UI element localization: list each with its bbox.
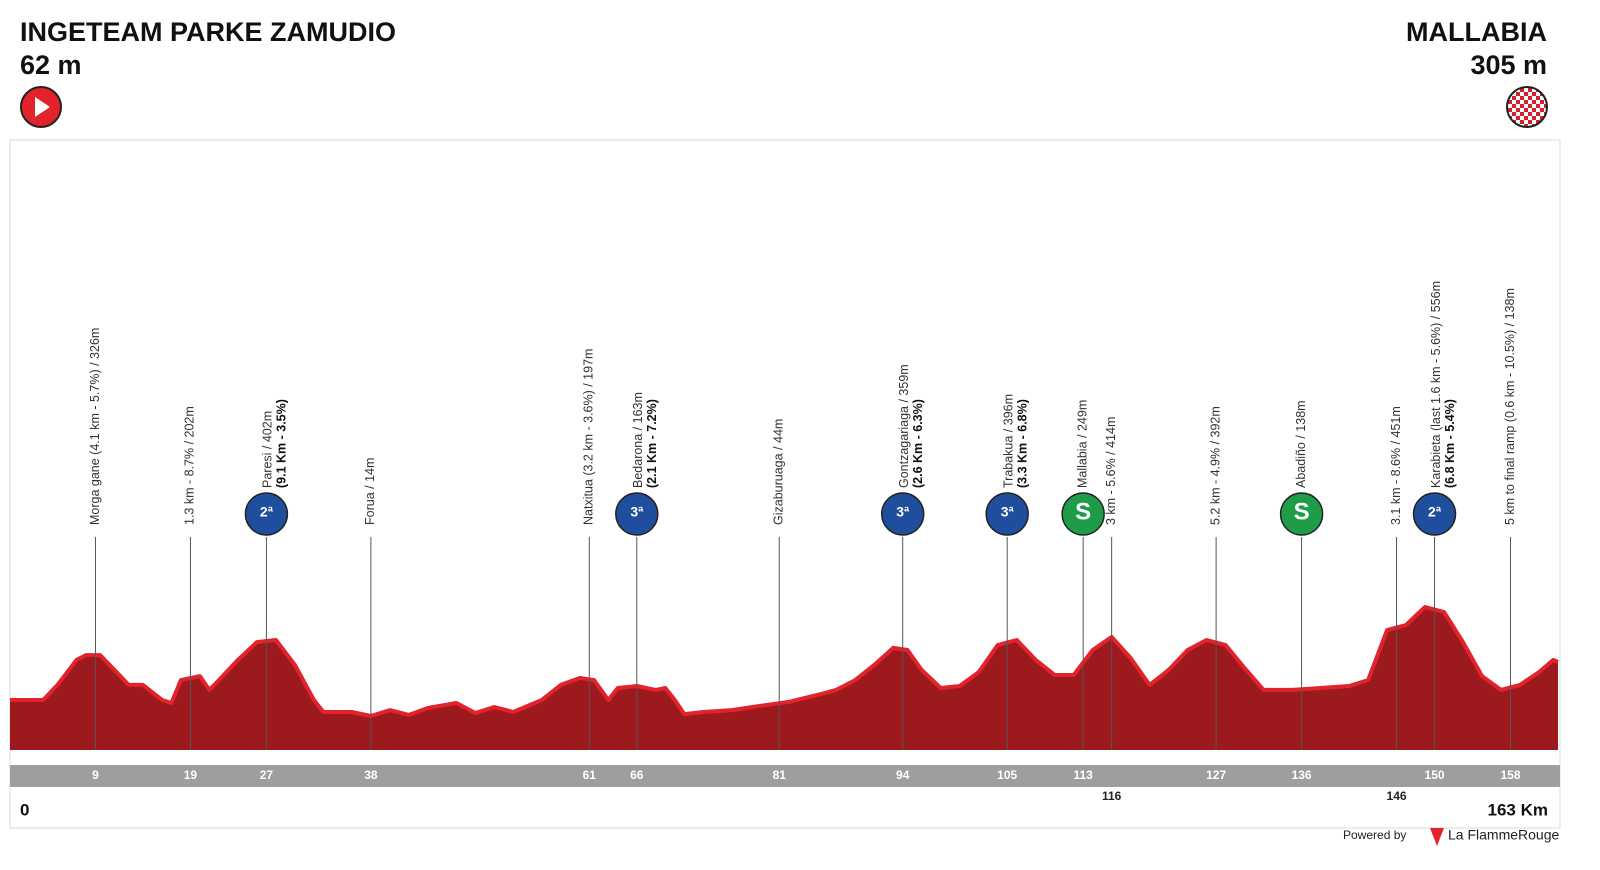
marker-label: 1.3 km - 8.7% / 202m [183,406,197,525]
km-label: 150 [1425,768,1445,782]
km-label: 105 [997,768,1017,782]
km-label: 136 [1292,768,1312,782]
marker-label: Morga gane (4.1 km - 5.7%) / 326m [88,328,102,525]
marker-label: Paresi / 402m [261,411,275,488]
badge-text: 3ª [1001,504,1015,520]
badge-text: 3ª [630,504,644,520]
marker-detail: (3.3 Km - 6.8%) [1015,399,1029,488]
marker-label: Trabakua / 396m [1001,394,1015,488]
marker-label: 3 km - 5.6% / 414m [1104,417,1118,525]
km-label: 19 [184,768,198,782]
badge [1061,492,1105,536]
marker-label: 3.1 km - 8.6% / 451m [1389,406,1403,525]
badge-text: 2ª [260,504,274,520]
frame [9,139,1561,829]
badge [1412,492,1457,536]
km-label: 66 [630,768,644,782]
profile-area [10,607,1558,750]
marker-label: 5 km to final ramp (0.6 km - 10.5%) / 13… [1503,288,1517,525]
km-label: 94 [896,768,910,782]
badge [1279,492,1324,536]
x-end-label: 0 [20,800,29,819]
badge [880,492,925,536]
marker-label: Mallabia / 249m [1075,400,1089,488]
km-label: 81 [773,768,787,782]
profile-edge [10,605,1559,718]
badge-text: S [1294,498,1310,525]
marker-detail: (9.1 Km - 3.5%) [275,399,289,488]
km-label: 38 [364,768,378,782]
marker-label: Bedarona / 163m [631,392,645,488]
brand-logo [1430,828,1444,846]
marker-label: Gizaburuaga / 44m [772,419,786,525]
km-label: 116 [1102,789,1122,803]
brand: La FlammeRouge [1448,827,1559,843]
km-label: 9 [92,768,99,782]
km-label: 27 [260,768,274,782]
km-label: 61 [583,768,597,782]
km-band [10,765,1560,787]
powered-by: Powered by [1343,828,1406,842]
km-label: 146 [1387,789,1407,803]
badge [244,492,289,536]
badge [985,492,1029,536]
badge [615,492,659,536]
x-end-label: 163 Km [1488,800,1548,819]
finish-name: MALLABIA [1406,17,1547,47]
badge-text: 2ª [1428,504,1442,520]
marker-label: Karabieta (last 1.6 km - 5.6%) / 556m [1429,281,1443,488]
km-label: 113 [1073,768,1093,782]
finish-elevation: 305 m [1470,50,1547,80]
marker-label: Forua / 14m [363,458,377,525]
marker-detail: (6.8 Km - 5.4%) [1443,399,1457,488]
marker-label: Natxitua (3.2 km - 3.6%) / 197m [582,349,596,525]
km-label: 158 [1500,768,1520,782]
km-label: 127 [1206,768,1226,782]
finish-icon [1506,86,1548,128]
marker-detail: (2.1 Km - 7.2%) [645,399,659,488]
marker-label: 5.2 km - 4.9% / 392m [1208,406,1222,525]
start-elevation: 62 m [20,50,82,80]
start-icon [20,86,62,128]
start-name: INGETEAM PARKE ZAMUDIO [20,17,396,47]
marker-label: Abadiño / 138m [1294,400,1308,488]
badge-text: S [1075,498,1091,525]
badge-text: 3ª [896,504,910,520]
marker-label: Gontzagariaga / 359m [897,364,911,488]
marker-detail: (2.6 Km - 6.3%) [911,399,925,488]
